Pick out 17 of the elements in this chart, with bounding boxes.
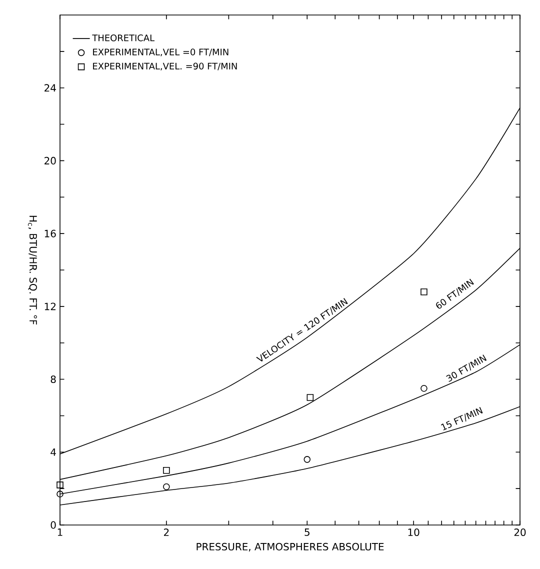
legend-label: THEORETICAL bbox=[92, 34, 154, 42]
x-tick-label: 20 bbox=[514, 528, 526, 536]
x-tick-label: 10 bbox=[408, 528, 420, 536]
y-axis-title: H$_{c}$, BTU/HR. SQ. FT. °F bbox=[28, 216, 37, 324]
y-tick-label: 8 bbox=[50, 376, 56, 384]
y-tick-label: 20 bbox=[44, 156, 56, 164]
x-tick-label: 2 bbox=[164, 528, 169, 536]
y-tick-label: 0 bbox=[50, 521, 56, 529]
y-tick-label: 4 bbox=[50, 448, 56, 456]
y-tick-label: 24 bbox=[44, 84, 56, 92]
legend-label: EXPERIMENTAL,VEL =0 FT/MIN bbox=[93, 48, 228, 56]
x-tick-label: 5 bbox=[304, 528, 310, 536]
y-tick-label: 16 bbox=[44, 230, 56, 238]
x-axis-title: PRESSURE, ATMOSPHERES ABSOLUTE bbox=[196, 542, 384, 552]
legend-label: EXPERIMENTAL,VEL. =90 FT/MIN bbox=[93, 62, 237, 70]
y-tick-label: 12 bbox=[44, 302, 56, 310]
x-tick-label: 1 bbox=[58, 528, 62, 536]
